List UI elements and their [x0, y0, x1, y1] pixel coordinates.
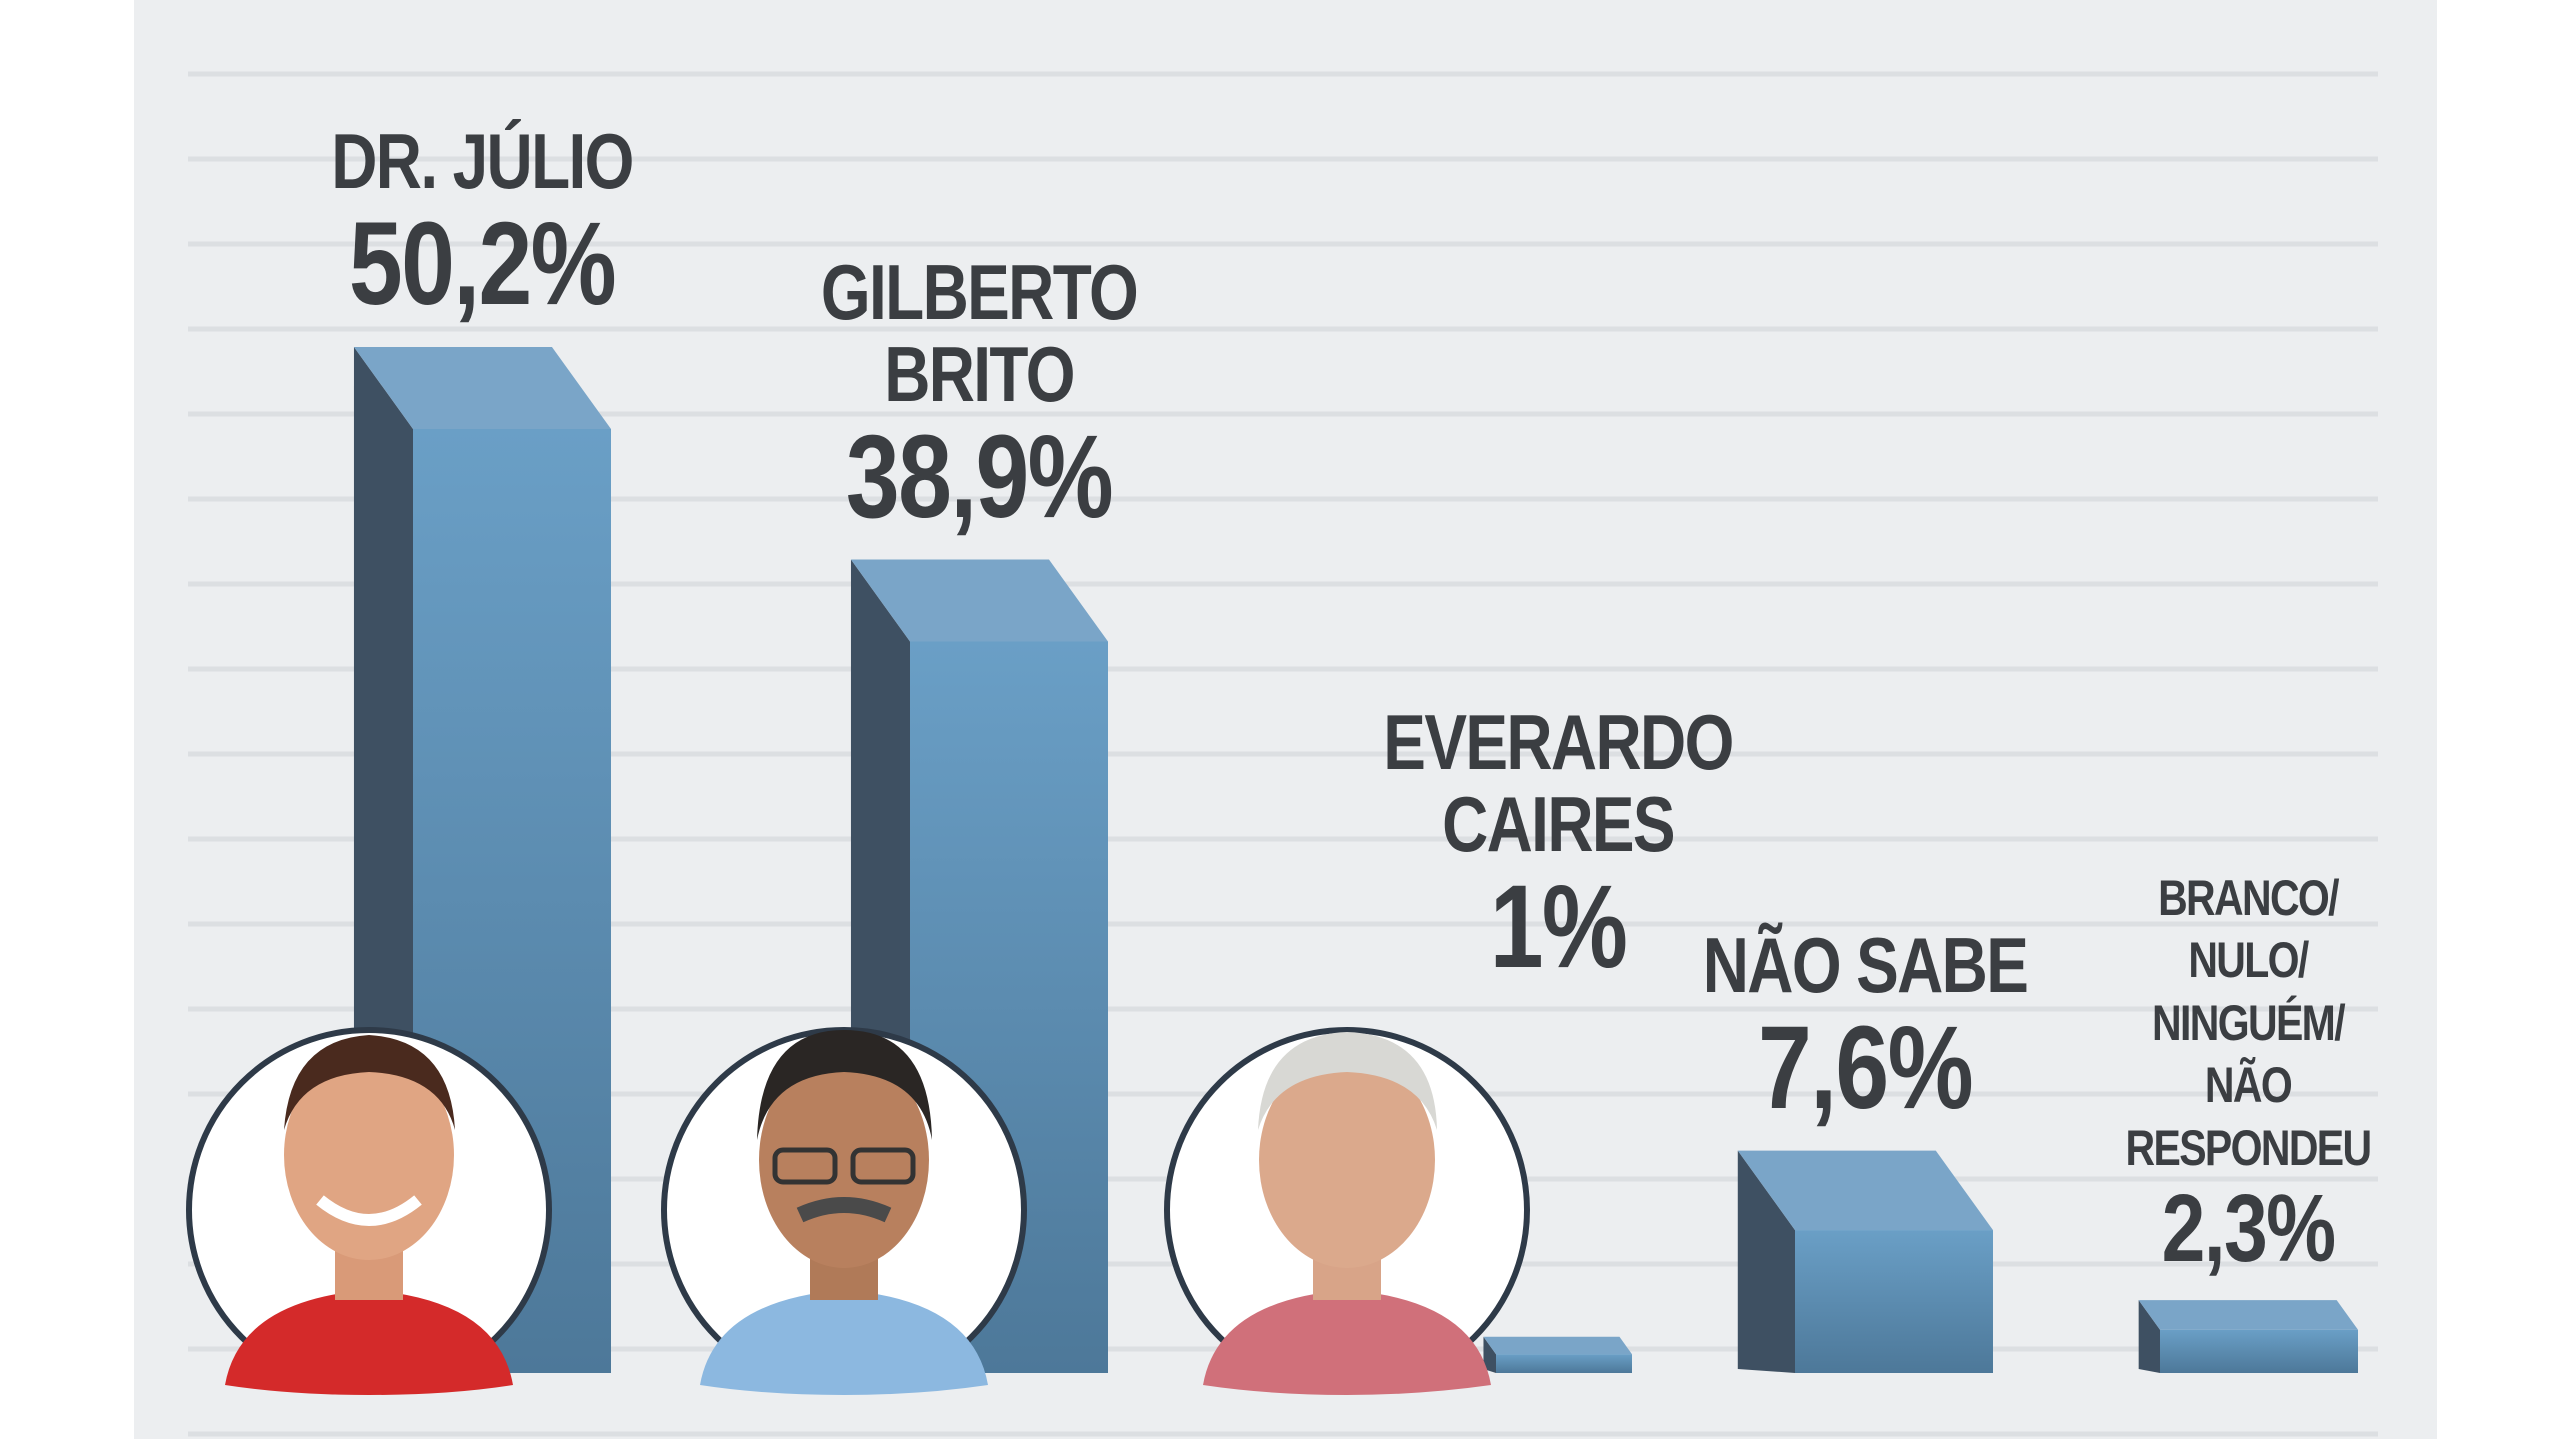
photo	[661, 1027, 1027, 1395]
bar-side	[1737, 1150, 1795, 1373]
bar	[2160, 1329, 2358, 1373]
category-name: DR. JÚLIO	[331, 117, 635, 206]
bar-label: EVERARDO CAIRES 1%	[1312, 698, 1804, 994]
bar-label: NÃO SABE 7,6%	[1619, 920, 2111, 1134]
category-name: NÃO SABE	[1703, 920, 2029, 1009]
category-name: GILBERTO BRITO	[821, 247, 1139, 418]
bar-label: DR. JÚLIO 50,2%	[236, 117, 728, 331]
photos	[186, 1027, 1530, 1395]
bar-label: BRANCO/ NULO/ NINGUÉM/ NÃO RESPONDEU 2,3%	[2002, 867, 2494, 1280]
value-label: 1%	[1489, 861, 1627, 994]
bar-label: GILBERTO BRITO 38,9%	[733, 247, 1225, 543]
bar-top	[353, 347, 611, 429]
photo	[186, 1027, 552, 1395]
bar-top	[850, 559, 1108, 642]
bar-top	[2138, 1300, 2358, 1330]
value-label: 38,9%	[846, 410, 1114, 543]
bar	[1795, 1230, 1993, 1373]
category-name: EVERARDO CAIRES	[1383, 698, 1734, 869]
bar	[1496, 1354, 1632, 1373]
bar-top	[1737, 1150, 1993, 1231]
category-name: BRANCO/ NULO/ NINGUÉM/ NÃO RESPONDEU	[2125, 869, 2373, 1176]
value-label: 50,2%	[349, 198, 617, 331]
bar-side	[2138, 1300, 2160, 1373]
bar-side	[1483, 1336, 1496, 1373]
bar-top	[1483, 1336, 1632, 1355]
value-label: 7,6%	[1758, 1001, 1974, 1134]
photo	[1164, 1027, 1530, 1395]
value-label: 2,3%	[2161, 1175, 2337, 1283]
